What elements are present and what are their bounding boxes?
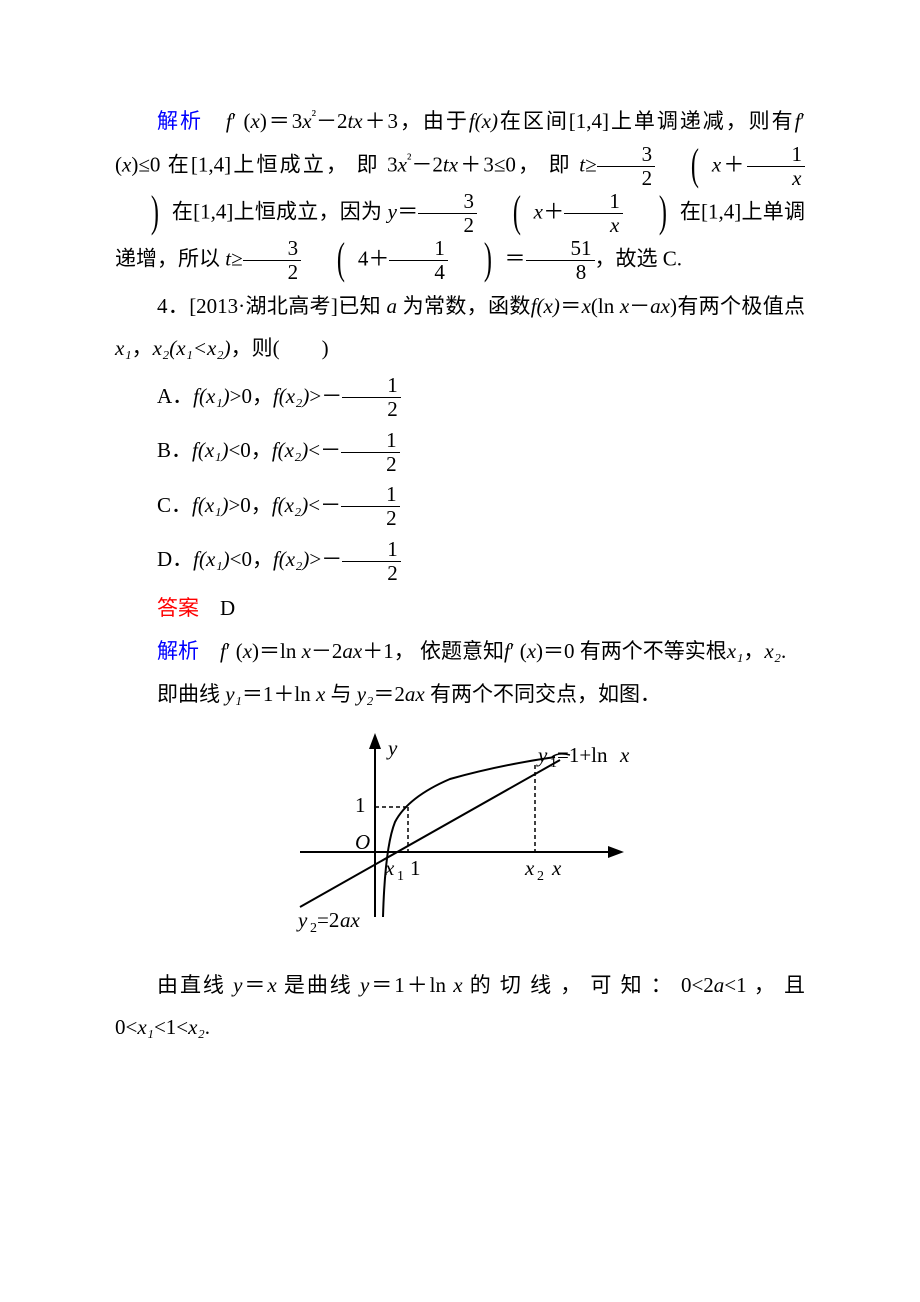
frac-51-8: 518: [526, 237, 595, 284]
q4-stem: 4．[2013·湖北高考]已知 a 为常数，函数f(x)＝x(ln x－ax)有…: [115, 285, 805, 369]
svg-text:2: 2: [537, 869, 544, 884]
label-answer: 答案: [157, 597, 199, 620]
ytick-1: 1: [355, 793, 366, 817]
y-axis-label: y: [386, 736, 398, 760]
x1-label: x: [384, 856, 395, 880]
q4-analysis-2: 即曲线 y₁＝1＋ln x 与 y₂＝2ax 有两个不同交点，如图．: [115, 673, 805, 715]
q3-analysis: 解析 f′ (x)＝3x²－2tx＋3，由于f(x)在区间[1,4]上单调递减，…: [115, 100, 805, 285]
label-analysis: 解析: [157, 110, 203, 133]
x-axis-label: x: [551, 856, 562, 880]
q4-analysis-1: 解析 f′ (x)＝ln x－2ax＋1， 依题意知f′ (x)＝0 有两个不等…: [115, 630, 805, 673]
frac-1-x: 1x: [747, 143, 806, 190]
q4-answer: 答案 D: [115, 587, 805, 630]
q4-option-d: D．f(x₁)<0，f(x₂)>－12: [115, 532, 805, 587]
label-analysis: 解析: [157, 640, 199, 663]
curve2-label: y: [296, 908, 308, 932]
svg-text:1: 1: [550, 756, 557, 771]
origin-label: O: [355, 830, 370, 854]
svg-text:=2: =2: [317, 908, 339, 932]
frac-3-2: 32: [597, 143, 656, 190]
svg-text:=1+ln: =1+ln: [557, 743, 608, 767]
graph-svg: y O 1 x 1 1 x 2 x y 1 =1+ln x y 2 =2 ax: [280, 727, 640, 932]
q4-option-c: C．f(x₁)>0，f(x₂)<－12: [115, 478, 805, 533]
q4-option-b: B．f(x₁)<0，f(x₂)<－12: [115, 423, 805, 478]
q4-analysis-3: 由直线 y＝x 是曲线 y＝1＋ln x 的 切 线 ， 可 知 ： 0<2a<…: [115, 964, 805, 1048]
svg-text:x: x: [619, 743, 630, 767]
svg-text:ax: ax: [340, 908, 361, 932]
svg-text:1: 1: [397, 869, 404, 884]
frac-1-4: 14: [389, 237, 448, 284]
q4-figure: y O 1 x 1 1 x 2 x y 1 =1+ln x y 2 =2 ax: [115, 727, 805, 946]
xtick-1: 1: [410, 856, 421, 880]
x2-label: x: [524, 856, 535, 880]
svg-text:2: 2: [310, 921, 317, 932]
q4-option-a: A．f(x₁)>0，f(x₂)>－12: [115, 369, 805, 424]
curve1-label: y: [536, 743, 548, 767]
